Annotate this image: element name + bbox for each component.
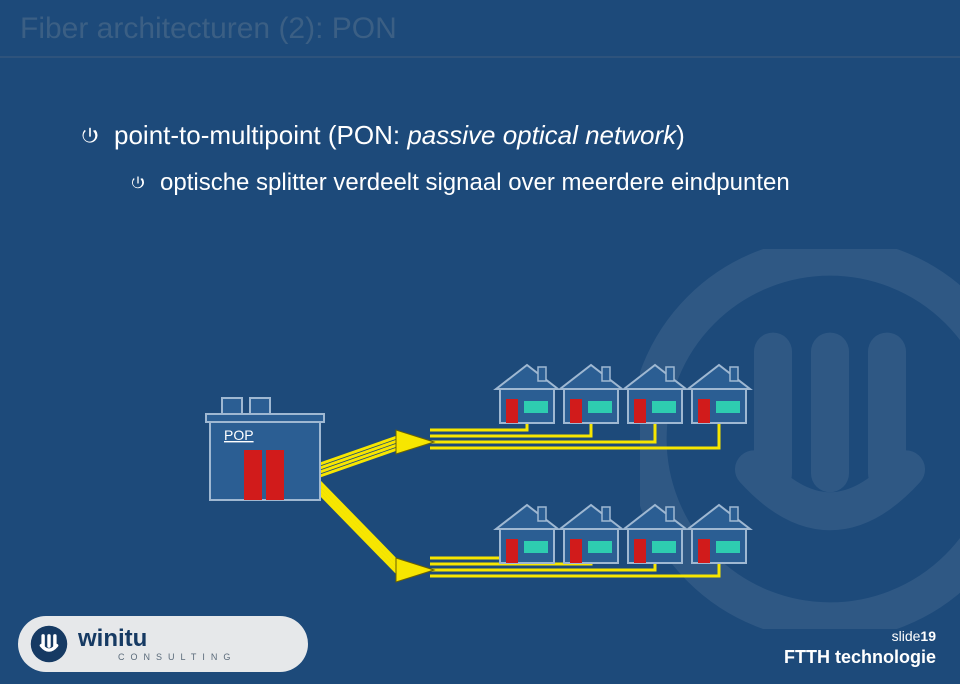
slide-title: Fiber architecturen (2): PON xyxy=(20,12,397,46)
bullet-main: point-to-multipoint (PON: passive optica… xyxy=(80,120,960,151)
bullet-sub-text: optische splitter verdeelt signaal over … xyxy=(160,169,790,197)
section-label: FTTH technologie xyxy=(784,647,936,668)
content-area: point-to-multipoint (PON: passive optica… xyxy=(0,80,960,600)
bullet-main-suffix: ) xyxy=(676,120,685,150)
svg-text:POP: POP xyxy=(224,427,254,443)
power-icon xyxy=(80,126,100,151)
power-icon xyxy=(130,175,146,196)
slide-number-value: 19 xyxy=(920,628,936,644)
bullet-main-prefix: point-to-multipoint (PON: xyxy=(114,120,407,150)
title-underline xyxy=(0,56,960,58)
logo-mark-icon xyxy=(30,625,68,663)
slide-number: slide19 xyxy=(892,628,936,644)
logo-main-text: winitu xyxy=(78,627,236,651)
logo-sub-text: CONSULTING xyxy=(118,653,236,662)
logo-text: winitu CONSULTING xyxy=(78,627,236,662)
slide: Fiber architecturen (2): PON point-to-mu… xyxy=(0,0,960,684)
bullet-sub: optische splitter verdeelt signaal over … xyxy=(130,169,960,197)
logo: winitu CONSULTING xyxy=(18,616,308,672)
slide-label-prefix: slide xyxy=(892,628,921,644)
bullet-main-text: point-to-multipoint (PON: passive optica… xyxy=(114,120,685,151)
footer: winitu CONSULTING slide19 FTTH technolog… xyxy=(0,606,960,684)
bullet-main-italic: passive optical network xyxy=(407,120,676,150)
title-area: Fiber architecturen (2): PON xyxy=(0,0,960,65)
